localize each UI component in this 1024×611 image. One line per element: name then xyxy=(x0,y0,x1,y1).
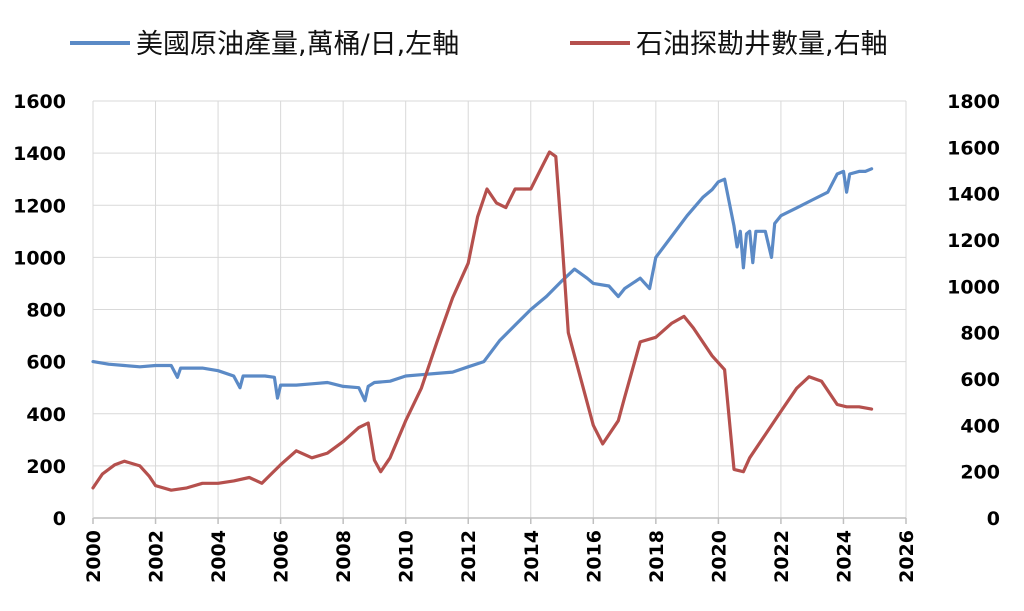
y-left-tick-label: 600 xyxy=(26,352,66,374)
y-right-tick-label: 1800 xyxy=(947,91,1000,113)
x-tick-label: 2014 xyxy=(521,530,543,583)
y-left-tick-label: 1400 xyxy=(13,143,66,165)
y-right-tick-label: 400 xyxy=(960,415,1000,437)
x-tick-label: 2010 xyxy=(396,530,418,583)
y-right-tick-label: 1600 xyxy=(947,137,1000,159)
y-left-tick-label: 0 xyxy=(53,508,66,530)
y-left-tick-label: 200 xyxy=(26,456,66,478)
x-tick-label: 2026 xyxy=(896,530,918,583)
x-tick-label: 2018 xyxy=(646,530,668,583)
x-tick-label: 2004 xyxy=(208,530,230,583)
x-tick-label: 2002 xyxy=(146,530,168,583)
y-right-tick-label: 0 xyxy=(987,508,1000,530)
y-right-tick-label: 600 xyxy=(960,369,1000,391)
grid-layer xyxy=(93,100,907,518)
y-right-tick-label: 200 xyxy=(960,462,1000,484)
x-tick-label: 2022 xyxy=(771,530,793,583)
axis-layer: 0 200 400 600 800 1000 1200 1400 1600 0 200 400 600 8… xyxy=(13,91,1000,583)
y-right-tick-label: 1000 xyxy=(947,276,1000,298)
x-tick-label: 2024 xyxy=(833,530,855,583)
y-right-tick-label: 1200 xyxy=(947,230,1000,252)
series-line-production xyxy=(91,167,874,403)
x-tick-label: 2006 xyxy=(271,530,293,583)
y-left-tick-label: 1000 xyxy=(13,247,66,269)
series-line-rigs xyxy=(91,150,874,492)
x-tick-label: 2012 xyxy=(458,530,480,583)
y-left-tick-label: 1600 xyxy=(13,91,66,113)
x-tick-label: 2008 xyxy=(333,530,355,583)
y-left-tick-label: 800 xyxy=(26,300,66,322)
legend: 美國原油產量,萬桶/日,左軸 石油探勘井數量,右軸 xyxy=(70,29,888,60)
series-layer xyxy=(91,150,874,492)
legend-label-production: 美國原油產量,萬桶/日,左軸 xyxy=(136,29,459,60)
x-tick-label: 2016 xyxy=(583,530,605,583)
x-tick-label: 2000 xyxy=(83,530,105,583)
y-right-tick-label: 1400 xyxy=(947,184,1000,206)
legend-label-rigs: 石油探勘井數量,右軸 xyxy=(636,29,888,60)
y-left-tick-label: 1200 xyxy=(13,195,66,217)
x-tick-label: 2020 xyxy=(708,530,730,583)
y-right-tick-label: 800 xyxy=(960,323,1000,345)
y-left-tick-label: 400 xyxy=(26,404,66,426)
